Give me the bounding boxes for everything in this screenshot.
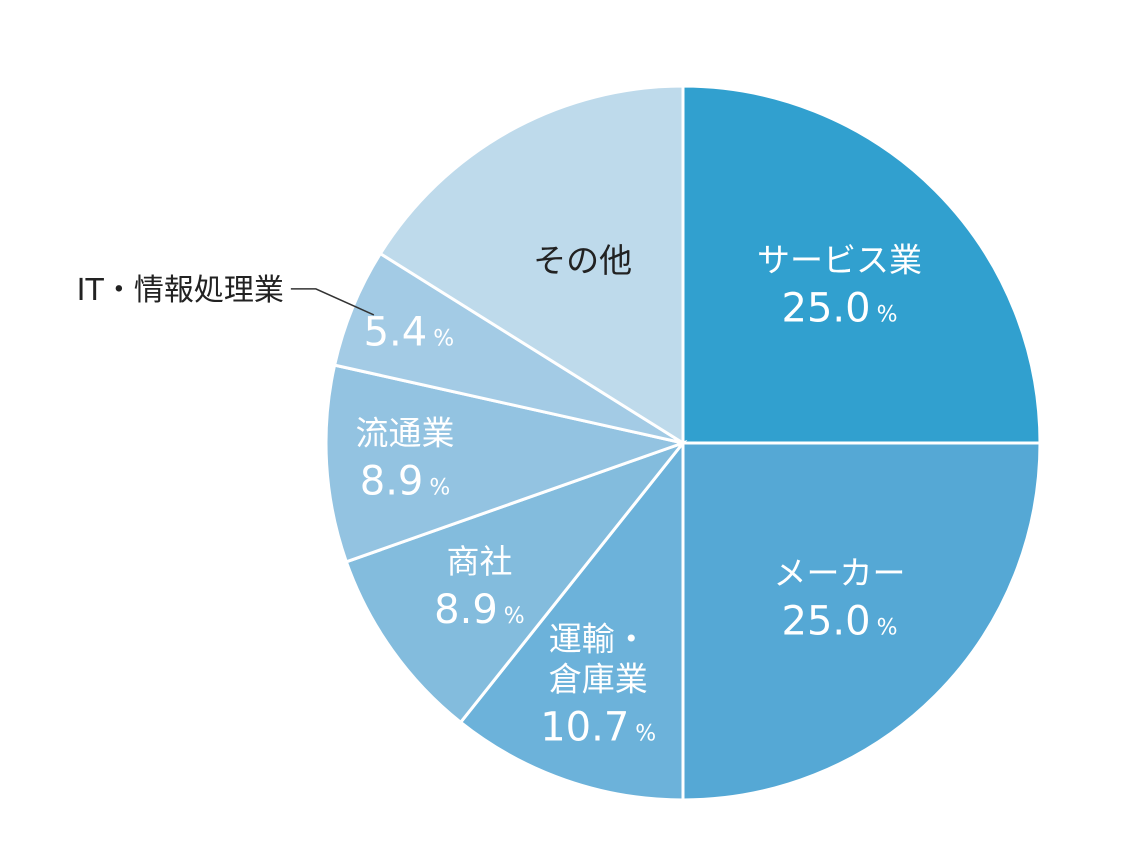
slice-label-6-line-0: その他 [533,241,632,280]
pie-slice-6 [378,84,685,446]
pie-slice-1 [681,441,1042,802]
pie-slice-3 [344,439,688,725]
pie-slice-4 [324,363,689,564]
slice-label-2-line-0: 運輸・ [549,620,648,659]
pie-slice-0 [681,84,1042,445]
slice-label-0-line-0: サービス業 [757,240,922,279]
slice-value-0: 25.0% [782,285,898,331]
slice-value-3: 8.9% [434,587,525,633]
pie-labels: サービス業 25.0 % メーカー 25.0 % 運輸・倉庫業 10.7 % 商社 8.9 % 流通業 8… [77,240,922,750]
slice-value-4: 8.9% [360,459,451,505]
leader-line-5 [290,288,375,316]
pie-slice-2 [458,438,685,802]
slice-label-4-line-0: 流通業 [356,414,455,453]
slice-value-2: 10.7% [540,705,656,751]
slice-value-5: 5.4% [364,309,455,355]
external-label-5: IT・情報処理業 [77,273,284,308]
slice-value-1: 25.0% [782,599,898,645]
slice-label-3-line-0: 商社 [446,542,512,581]
slice-label-2-line-1: 倉庫業 [549,660,648,699]
slice-label-1-line-0: メーカー [774,554,906,593]
pie-slices [324,84,1042,802]
